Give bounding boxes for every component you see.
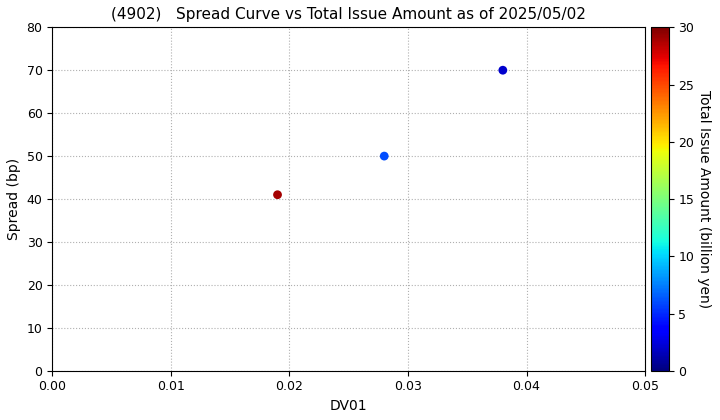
Title: (4902)   Spread Curve vs Total Issue Amount as of 2025/05/02: (4902) Spread Curve vs Total Issue Amoun… <box>111 7 586 22</box>
X-axis label: DV01: DV01 <box>330 399 367 413</box>
Point <box>271 192 283 198</box>
Point <box>379 153 390 160</box>
Y-axis label: Spread (bp): Spread (bp) <box>7 158 21 240</box>
Y-axis label: Total Issue Amount (billion yen): Total Issue Amount (billion yen) <box>697 90 711 308</box>
Point <box>497 67 508 74</box>
